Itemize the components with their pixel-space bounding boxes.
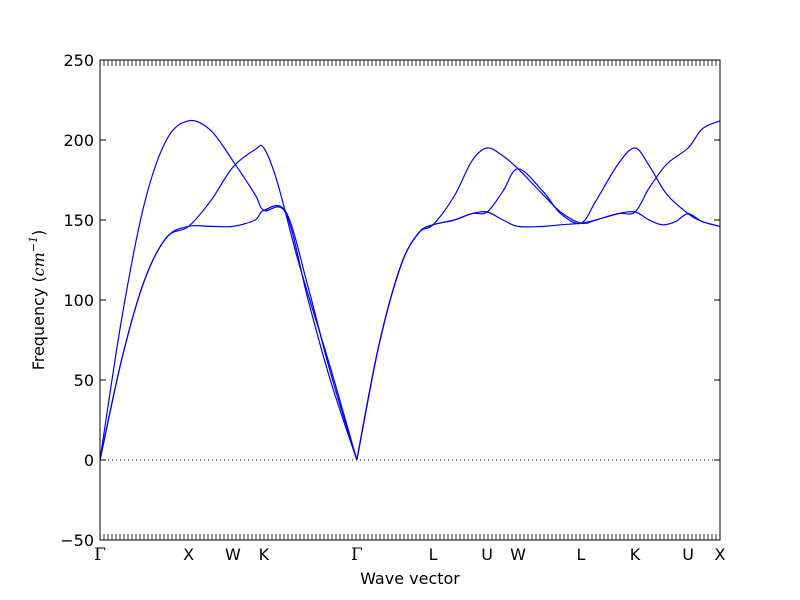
x-tick-label: Γ [351, 545, 363, 565]
x-tick-label: L [429, 545, 438, 564]
y-axis-label-suffix: ) [29, 230, 48, 236]
dispersion-branch-1 [100, 119, 358, 461]
y-tick-label: 250 [63, 51, 94, 70]
x-tick-label: W [225, 545, 241, 564]
y-tick-label: 50 [74, 371, 94, 390]
x-tick-label: U [481, 545, 493, 564]
x-tick-label: X [715, 545, 726, 564]
y-tick-label: 200 [63, 131, 94, 150]
y-axis-label-unit: cm [29, 252, 48, 276]
y-tick-label: −50 [60, 531, 94, 550]
x-tick-label: X [183, 545, 194, 564]
ticks [99, 59, 721, 541]
x-tick-label: L [576, 545, 585, 564]
dispersion-branch-6 [356, 120, 720, 461]
x-tick-label: Γ [94, 545, 106, 565]
y-tick-label: 100 [63, 291, 94, 310]
y-axis-label-prefix: Frequency ( [29, 276, 48, 370]
x-tick-label: W [510, 545, 526, 564]
x-tick-label: K [630, 545, 641, 564]
plot-area [100, 119, 720, 461]
y-tick-label: 0 [84, 451, 94, 470]
y-axis-label: Frequency (cm−1) [27, 230, 48, 371]
x-tick-label: U [682, 545, 694, 564]
x-axis-label: Wave vector [360, 569, 460, 588]
y-tick-label: 150 [63, 211, 94, 230]
dispersion-branch-3 [100, 144, 358, 461]
y-axis-label-exponent: −1 [27, 236, 40, 252]
x-tick-label: K [259, 545, 270, 564]
